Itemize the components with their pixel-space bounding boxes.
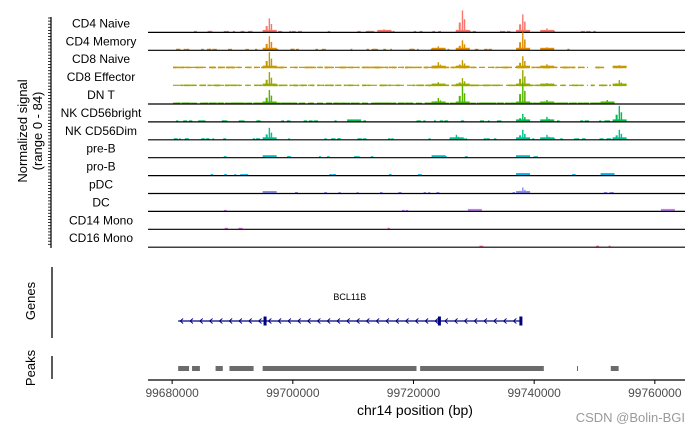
track-label: CD16 Mono xyxy=(69,231,133,245)
peak-region xyxy=(420,366,544,371)
track-cd16-mono: CD16 Mono xyxy=(69,231,685,247)
track-pre-b: pre-B xyxy=(86,142,685,158)
track-label: NK CD56bright xyxy=(61,106,142,120)
track-label: pDC xyxy=(89,178,113,192)
track-cd4-naive: CD4 Naive xyxy=(72,10,685,32)
track-label: CD8 Effector xyxy=(67,70,135,84)
track-cd8-naive: CD8 Naive xyxy=(72,52,627,68)
x-tick-label: 99680000 xyxy=(145,386,199,400)
peaks-track-label: Peaks xyxy=(23,349,38,386)
peak-region xyxy=(577,366,578,371)
gene-models: BCL11B xyxy=(178,292,522,326)
track-pro-b: pro-B xyxy=(86,160,685,176)
track-label: pre-B xyxy=(86,142,115,156)
x-tick-label: 99740000 xyxy=(507,386,561,400)
track-label: pro-B xyxy=(86,160,115,174)
genes-panel: Genes BCL11B xyxy=(23,267,522,338)
peak-region xyxy=(229,366,253,371)
track-cd8-effector: CD8 Effector xyxy=(67,70,627,86)
track-nk-cd56bright: NK CD56bright xyxy=(61,106,685,122)
track-label: CD4 Memory xyxy=(66,34,137,48)
x-axis: 99680000 99700000 99720000 99740000 99760000 xyxy=(145,380,685,400)
peak-region xyxy=(263,366,417,371)
genes-track-label: Genes xyxy=(23,281,38,320)
y-axis-label: Normalized signal xyxy=(15,79,30,182)
gene-name: BCL11B xyxy=(333,292,366,302)
track-pdc: pDC xyxy=(89,178,685,194)
track-dc: DC xyxy=(92,195,685,211)
track-label: NK CD56Dim xyxy=(65,124,137,138)
track-label: CD4 Naive xyxy=(72,16,130,30)
track-cd14-mono: CD14 Mono xyxy=(69,213,685,229)
track-cd4-memory: CD4 Memory xyxy=(66,32,685,50)
x-tick-label: 99720000 xyxy=(387,386,441,400)
track-label: CD14 Mono xyxy=(69,213,133,227)
y-axis-sublabel: (range 0 - 84) xyxy=(30,92,45,171)
gene-BCL11B: BCL11B xyxy=(178,292,522,326)
track-label: DN T xyxy=(87,88,115,102)
signal-tracks: CD4 Naive CD4 Memory CD8 Naive CD8 Effector… xyxy=(61,10,685,247)
peak-region xyxy=(192,366,200,371)
y-axis-title: Normalized signal (range 0 - 84) xyxy=(15,79,45,182)
x-tick-label: 99760000 xyxy=(628,386,682,400)
peak-region xyxy=(611,366,619,371)
track-label: DC xyxy=(92,195,110,209)
x-tick-label: 99700000 xyxy=(266,386,320,400)
track-nk-cd56dim: NK CD56Dim xyxy=(65,124,685,140)
peak-regions xyxy=(178,366,618,371)
watermark: CSDN @Bolin-BGI xyxy=(576,410,685,425)
track-label: CD8 Naive xyxy=(72,52,130,66)
peak-region xyxy=(216,366,223,371)
peak-region xyxy=(178,366,189,371)
y-axis xyxy=(48,17,51,248)
x-axis-label: chr14 position (bp) xyxy=(357,402,473,418)
